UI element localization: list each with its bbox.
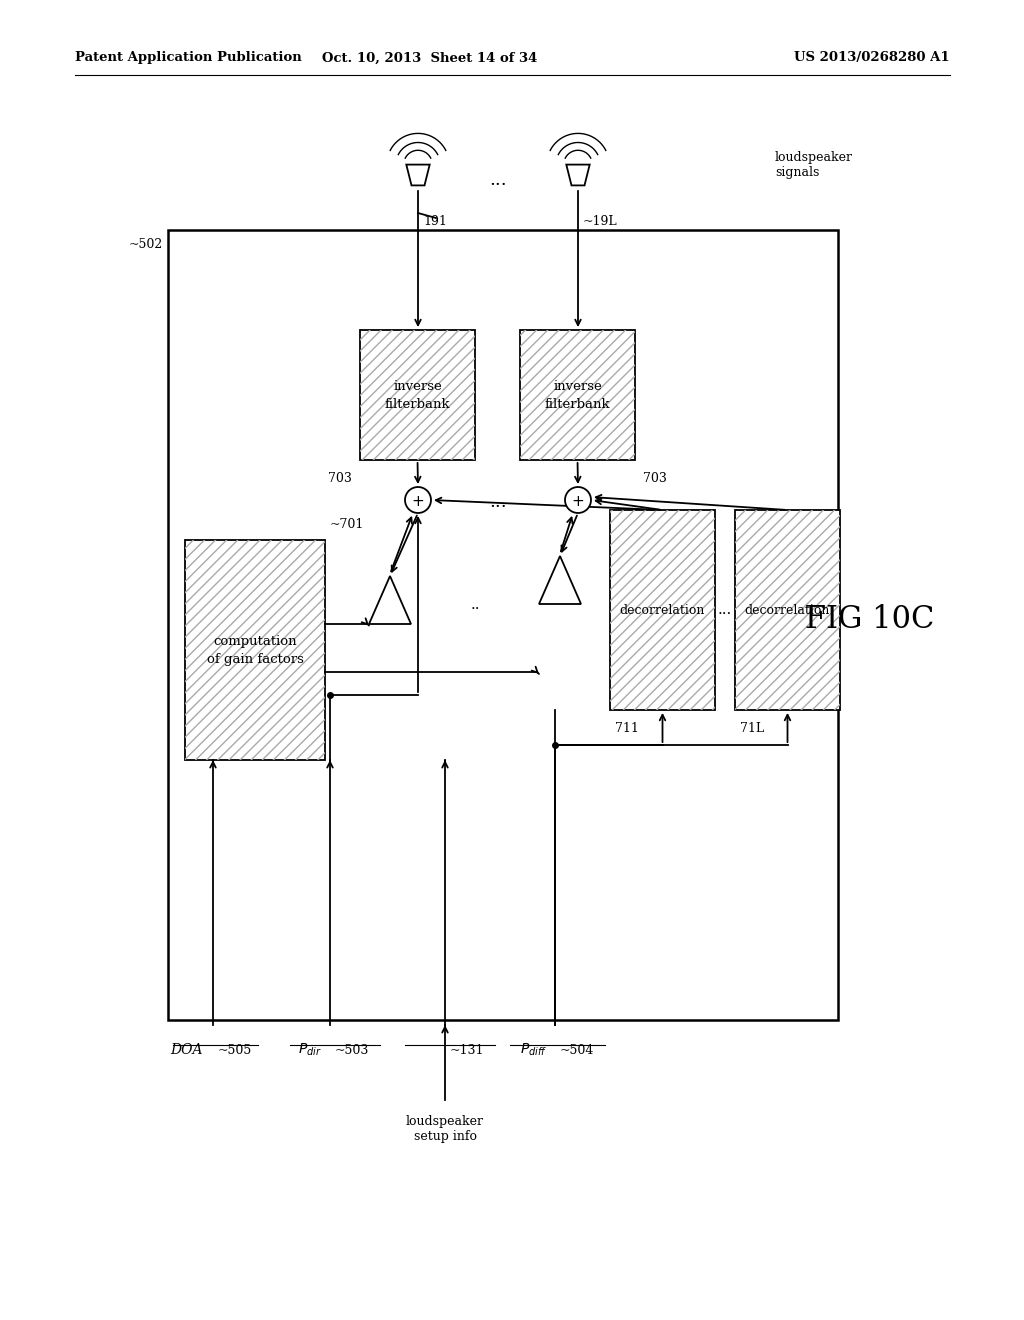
- Bar: [185, 540, 325, 760]
- Text: ~503: ~503: [335, 1044, 370, 1056]
- Text: loudspeaker
setup info: loudspeaker setup info: [406, 1115, 484, 1143]
- Text: US 2013/0268280 A1: US 2013/0268280 A1: [795, 51, 950, 65]
- Text: ~505: ~505: [218, 1044, 252, 1056]
- Circle shape: [406, 487, 431, 513]
- Text: computation
of gain factors: computation of gain factors: [207, 635, 303, 665]
- Text: ~19L: ~19L: [583, 215, 617, 228]
- Text: inverse
filterbank: inverse filterbank: [545, 380, 610, 411]
- Text: ~504: ~504: [560, 1044, 594, 1056]
- Polygon shape: [539, 556, 581, 605]
- Text: 703: 703: [328, 471, 352, 484]
- Text: Oct. 10, 2013  Sheet 14 of 34: Oct. 10, 2013 Sheet 14 of 34: [323, 51, 538, 65]
- Bar: [610, 510, 715, 710]
- Text: decorrelation: decorrelation: [620, 603, 706, 616]
- Text: 711: 711: [615, 722, 639, 734]
- Bar: [168, 230, 838, 1020]
- Text: +: +: [571, 494, 585, 508]
- Text: ...: ...: [718, 603, 732, 616]
- Bar: [520, 330, 635, 459]
- Bar: [360, 330, 475, 459]
- Text: ~502: ~502: [129, 238, 163, 251]
- Text: $P_{dir}$: $P_{dir}$: [298, 1041, 322, 1059]
- Text: DOA: DOA: [171, 1043, 203, 1057]
- Bar: [735, 510, 840, 710]
- Bar: [360, 330, 475, 459]
- Text: ~131: ~131: [450, 1044, 484, 1056]
- Text: decorrelation: decorrelation: [744, 603, 830, 616]
- Text: 191: 191: [423, 215, 446, 228]
- Text: ~701: ~701: [330, 519, 365, 532]
- Text: ...: ...: [489, 492, 507, 511]
- Text: 703: 703: [643, 471, 667, 484]
- Polygon shape: [369, 576, 411, 624]
- Polygon shape: [566, 165, 590, 185]
- Text: inverse
filterbank: inverse filterbank: [385, 380, 451, 411]
- Text: $P_{diff}$: $P_{diff}$: [520, 1041, 547, 1059]
- Circle shape: [565, 487, 591, 513]
- Text: 71L: 71L: [740, 722, 764, 734]
- Bar: [520, 330, 635, 459]
- Bar: [735, 510, 840, 710]
- Text: ..: ..: [470, 598, 480, 612]
- Polygon shape: [407, 165, 430, 185]
- Text: FIG 10C: FIG 10C: [805, 605, 935, 635]
- Bar: [185, 540, 325, 760]
- Text: +: +: [412, 494, 424, 508]
- Text: Patent Application Publication: Patent Application Publication: [75, 51, 302, 65]
- Bar: [610, 510, 715, 710]
- Text: ...: ...: [489, 172, 507, 189]
- Text: loudspeaker
signals: loudspeaker signals: [775, 150, 853, 180]
